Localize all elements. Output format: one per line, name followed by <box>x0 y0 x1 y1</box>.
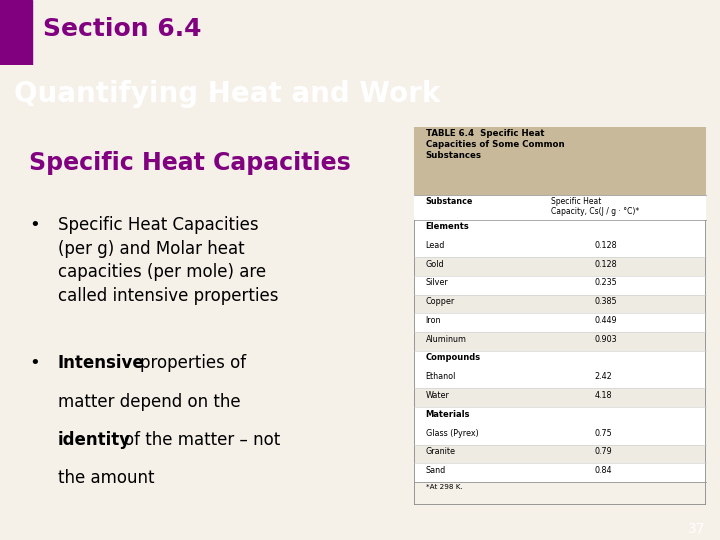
Text: Substance: Substance <box>426 197 473 206</box>
Text: the amount: the amount <box>58 469 154 487</box>
Text: identity: identity <box>58 431 131 449</box>
Text: 0.128: 0.128 <box>595 260 618 269</box>
Bar <box>414 332 706 351</box>
Text: Compounds: Compounds <box>426 354 481 362</box>
Text: 2.42: 2.42 <box>595 372 613 381</box>
Bar <box>414 313 706 332</box>
Text: Granite: Granite <box>426 447 456 456</box>
Text: *At 298 K.: *At 298 K. <box>426 484 462 490</box>
Text: of the matter – not: of the matter – not <box>124 431 280 449</box>
Text: Silver: Silver <box>426 279 449 287</box>
Text: Intensive: Intensive <box>58 354 144 372</box>
Bar <box>0 0 32 65</box>
Text: Aluminum: Aluminum <box>426 335 467 344</box>
Bar <box>414 351 706 369</box>
Bar <box>414 369 706 388</box>
Bar <box>414 407 706 426</box>
Text: TABLE 6.4  Specific Heat
Capacities of Some Common
Substances: TABLE 6.4 Specific Heat Capacities of So… <box>426 129 564 160</box>
Text: 0.75: 0.75 <box>595 429 613 437</box>
Bar <box>414 238 706 257</box>
Text: Specific Heat Capacities: Specific Heat Capacities <box>29 151 351 175</box>
Text: Lead: Lead <box>426 241 445 250</box>
Bar <box>414 195 706 219</box>
Text: 0.84: 0.84 <box>595 466 612 475</box>
Text: Specific Heat
Capacity, Cs(J / g · °C)*: Specific Heat Capacity, Cs(J / g · °C)* <box>551 197 639 216</box>
Text: Section 6.4: Section 6.4 <box>43 17 202 41</box>
Text: matter depend on the: matter depend on the <box>58 393 240 410</box>
Text: 0.235: 0.235 <box>595 279 618 287</box>
Bar <box>414 276 706 294</box>
Text: 37: 37 <box>688 522 706 536</box>
Bar <box>414 219 706 238</box>
Bar <box>414 388 706 407</box>
Bar <box>414 127 706 195</box>
Text: 0.449: 0.449 <box>595 316 618 325</box>
Bar <box>414 426 706 444</box>
Bar <box>414 294 706 313</box>
Text: Sand: Sand <box>426 466 446 475</box>
Text: Glass (Pyrex): Glass (Pyrex) <box>426 429 478 437</box>
Text: •: • <box>29 216 40 234</box>
Text: properties of: properties of <box>140 354 246 372</box>
Text: Copper: Copper <box>426 297 455 306</box>
Text: 0.903: 0.903 <box>595 335 618 344</box>
Text: Gold: Gold <box>426 260 444 269</box>
Text: Water: Water <box>426 391 449 400</box>
Text: 0.128: 0.128 <box>595 241 618 250</box>
Text: Ethanol: Ethanol <box>426 372 456 381</box>
Text: Elements: Elements <box>426 222 469 231</box>
Bar <box>414 444 706 463</box>
Text: •: • <box>29 354 40 372</box>
Text: Quantifying Heat and Work: Quantifying Heat and Work <box>14 80 441 109</box>
Bar <box>414 257 706 276</box>
Text: Materials: Materials <box>426 410 470 419</box>
Text: 0.79: 0.79 <box>595 447 613 456</box>
Text: Specific Heat Capacities
(per g) and Molar heat
capacities (per mole) are
called: Specific Heat Capacities (per g) and Mol… <box>58 216 278 305</box>
Text: Iron: Iron <box>426 316 441 325</box>
Text: 4.18: 4.18 <box>595 391 612 400</box>
Bar <box>414 463 706 482</box>
Text: 0.385: 0.385 <box>595 297 618 306</box>
